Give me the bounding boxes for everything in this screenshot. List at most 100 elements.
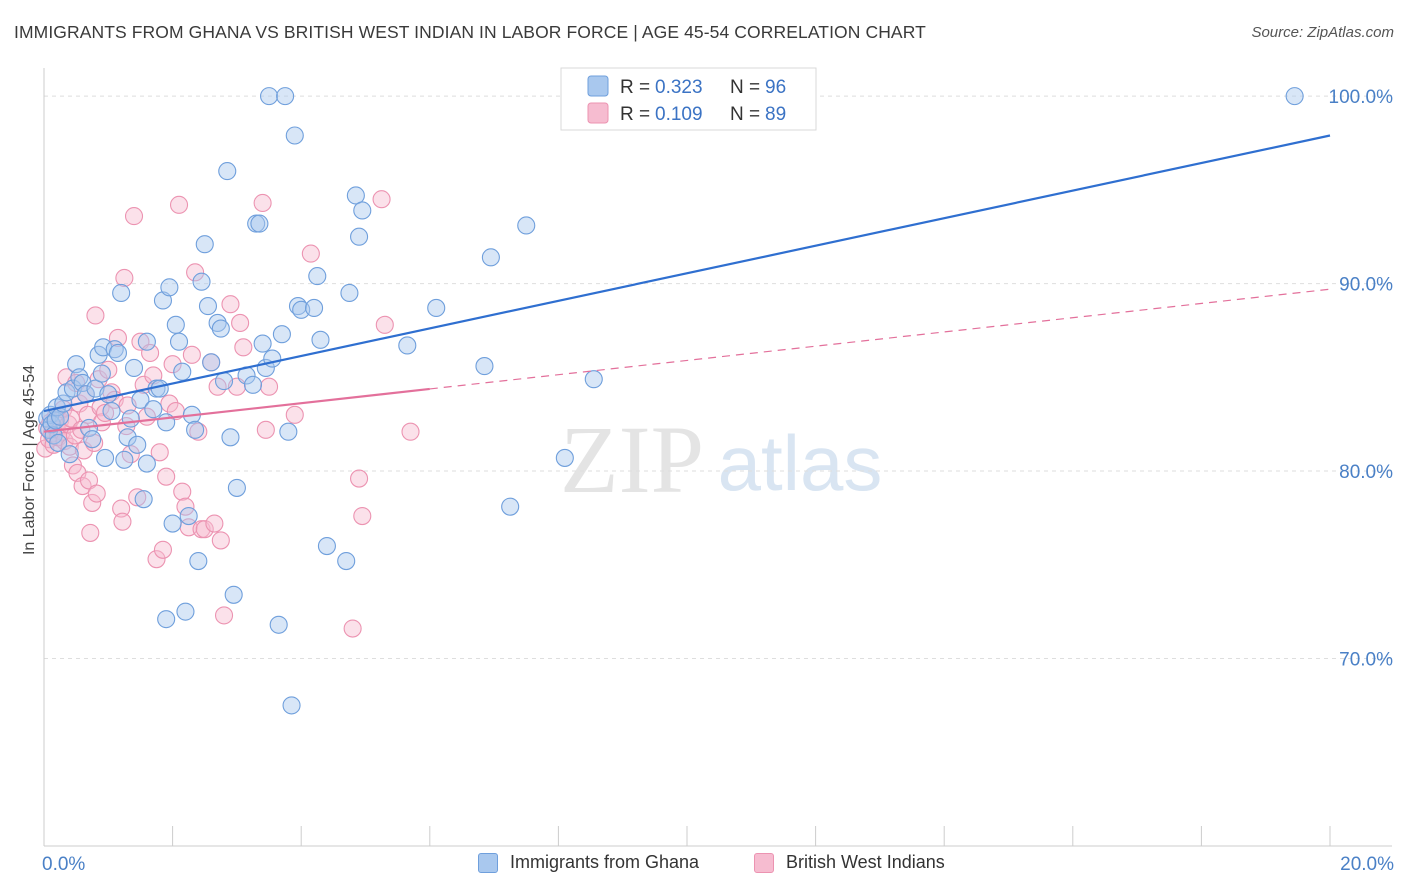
- bwi-point-40: [108, 328, 127, 348]
- bwi-point-78: [234, 338, 253, 357]
- ghana-point-61: [218, 162, 237, 181]
- ghana-point-87: [346, 186, 365, 205]
- bwi-point-76: [231, 313, 250, 333]
- ghana-point-97: [584, 370, 603, 389]
- y-tick-label-80: 80.0%: [1339, 462, 1393, 483]
- ghana-point-83: [311, 330, 330, 349]
- ghana-point-32: [124, 358, 144, 378]
- bottom-legend-item-bwi: British West Indians: [754, 852, 945, 873]
- ghana-point-48: [173, 362, 192, 381]
- ghana-point-30: [118, 428, 137, 447]
- ghana-point-41: [153, 291, 173, 310]
- legend-swatch-blue: [587, 75, 609, 97]
- ghana-point-82: [308, 267, 327, 286]
- bwi-point-62: [173, 482, 192, 501]
- bwi-point-61: [169, 195, 189, 214]
- bwi-point-73: [211, 531, 230, 550]
- ghana-point-71: [259, 87, 279, 106]
- ghana-point-58: [208, 313, 227, 333]
- bwi-point-28: [81, 523, 100, 542]
- ghana-point-18: [83, 430, 102, 449]
- ghana-point-31: [121, 409, 140, 428]
- bwi-point-47: [124, 207, 144, 226]
- ghana-point-35: [134, 490, 153, 509]
- bwi-point-85: [350, 469, 369, 488]
- ghana-point-75: [276, 87, 295, 106]
- x-tick-label-min: 0.0%: [42, 854, 85, 875]
- chart-title: IMMIGRANTS FROM GHANA VS BRITISH WEST IN…: [14, 22, 926, 42]
- ghana-point-50: [179, 507, 198, 526]
- bwi-point-42: [113, 512, 132, 531]
- bwi-point-48: [128, 488, 147, 507]
- ghana-point-43: [157, 413, 176, 432]
- ghana-point-96: [555, 448, 574, 467]
- bottom-legend-swatch-blue: [478, 852, 498, 873]
- ghana-point-74: [272, 325, 291, 344]
- ghana-point-59: [211, 319, 230, 338]
- legend-n-label-blue: N =: [730, 77, 760, 98]
- source-label: Source: ZipAtlas.com: [1251, 24, 1394, 41]
- legend-n-value-blue: 96: [765, 77, 786, 98]
- gridlines: [44, 95, 1392, 660]
- ghana-point-69: [253, 334, 272, 353]
- y-tick-label-90: 90.0%: [1339, 275, 1393, 296]
- bwi-point-43: [115, 268, 134, 288]
- bwi-point-31: [86, 306, 105, 325]
- x-tick-label-max: 20.0%: [1340, 854, 1394, 875]
- ghana-point-95: [517, 216, 536, 235]
- ghana-point-57: [202, 353, 221, 372]
- ghana-point-81: [305, 298, 324, 318]
- ghana-point-37: [137, 332, 156, 351]
- bwi-point-36: [96, 403, 115, 422]
- ghana-point-28: [112, 283, 131, 303]
- ghana-point-77: [282, 696, 301, 715]
- correlation-legend: R = 0.323 N = 96 R = 0.109 N = 89: [560, 67, 817, 131]
- ghana-point-21: [92, 364, 111, 383]
- bwi-point-69: [195, 520, 214, 539]
- ghana-point-84: [317, 536, 336, 556]
- bwi-point-65: [182, 345, 201, 364]
- bwi-point-75: [221, 295, 240, 314]
- legend-swatch-pink: [587, 102, 609, 124]
- x-ticks: [43, 826, 1331, 846]
- bwi-point-13: [57, 368, 76, 387]
- ghana-point-73: [269, 615, 288, 634]
- bwi-point-89: [401, 422, 420, 441]
- legend-r-label-pink: R =: [620, 104, 650, 125]
- trend-line-bwi: [43, 387, 430, 433]
- legend-r-value-blue: 0.323: [655, 77, 703, 98]
- ghana-point-54: [192, 272, 211, 291]
- ghana-point-14: [70, 368, 89, 387]
- bwi-point-15: [60, 437, 79, 456]
- ghana-point-60: [214, 372, 234, 391]
- ghana-point-38: [144, 400, 163, 419]
- bottom-legend-item-ghana: Immigrants from Ghana: [478, 852, 699, 873]
- bwi-point-57: [157, 467, 176, 486]
- ghana-point-91: [427, 298, 446, 318]
- legend-r-value-pink: 0.109: [655, 104, 703, 125]
- ghana-point-64: [227, 478, 246, 497]
- ghana-point-25: [102, 402, 121, 421]
- bottom-legend: Immigrants from Ghana British West India…: [0, 852, 1406, 880]
- ghana-point-33: [128, 435, 147, 454]
- bwi-point-63: [176, 497, 195, 516]
- ghana-point-92: [475, 357, 494, 376]
- series-british-west-indians: [36, 190, 420, 638]
- bwi-point-58: [160, 394, 179, 413]
- ghana-point-55: [195, 235, 214, 254]
- bwi-point-74: [214, 606, 234, 625]
- bwi-point-71: [205, 514, 224, 533]
- bwi-point-84: [343, 619, 362, 638]
- ghana-point-45: [163, 514, 182, 533]
- bwi-point-54: [147, 550, 166, 569]
- bottom-legend-swatch-pink: [754, 852, 774, 873]
- legend-r-label-blue: R =: [620, 77, 650, 98]
- bwi-point-81: [259, 377, 279, 396]
- ghana-point-94: [501, 497, 520, 516]
- bwi-point-32: [87, 484, 106, 503]
- ghana-point-98: [1285, 87, 1304, 106]
- bwi-point-55: [150, 443, 169, 462]
- ghana-point-24: [99, 385, 118, 404]
- bwi-point-41: [112, 499, 131, 518]
- ghana-point-47: [169, 332, 189, 351]
